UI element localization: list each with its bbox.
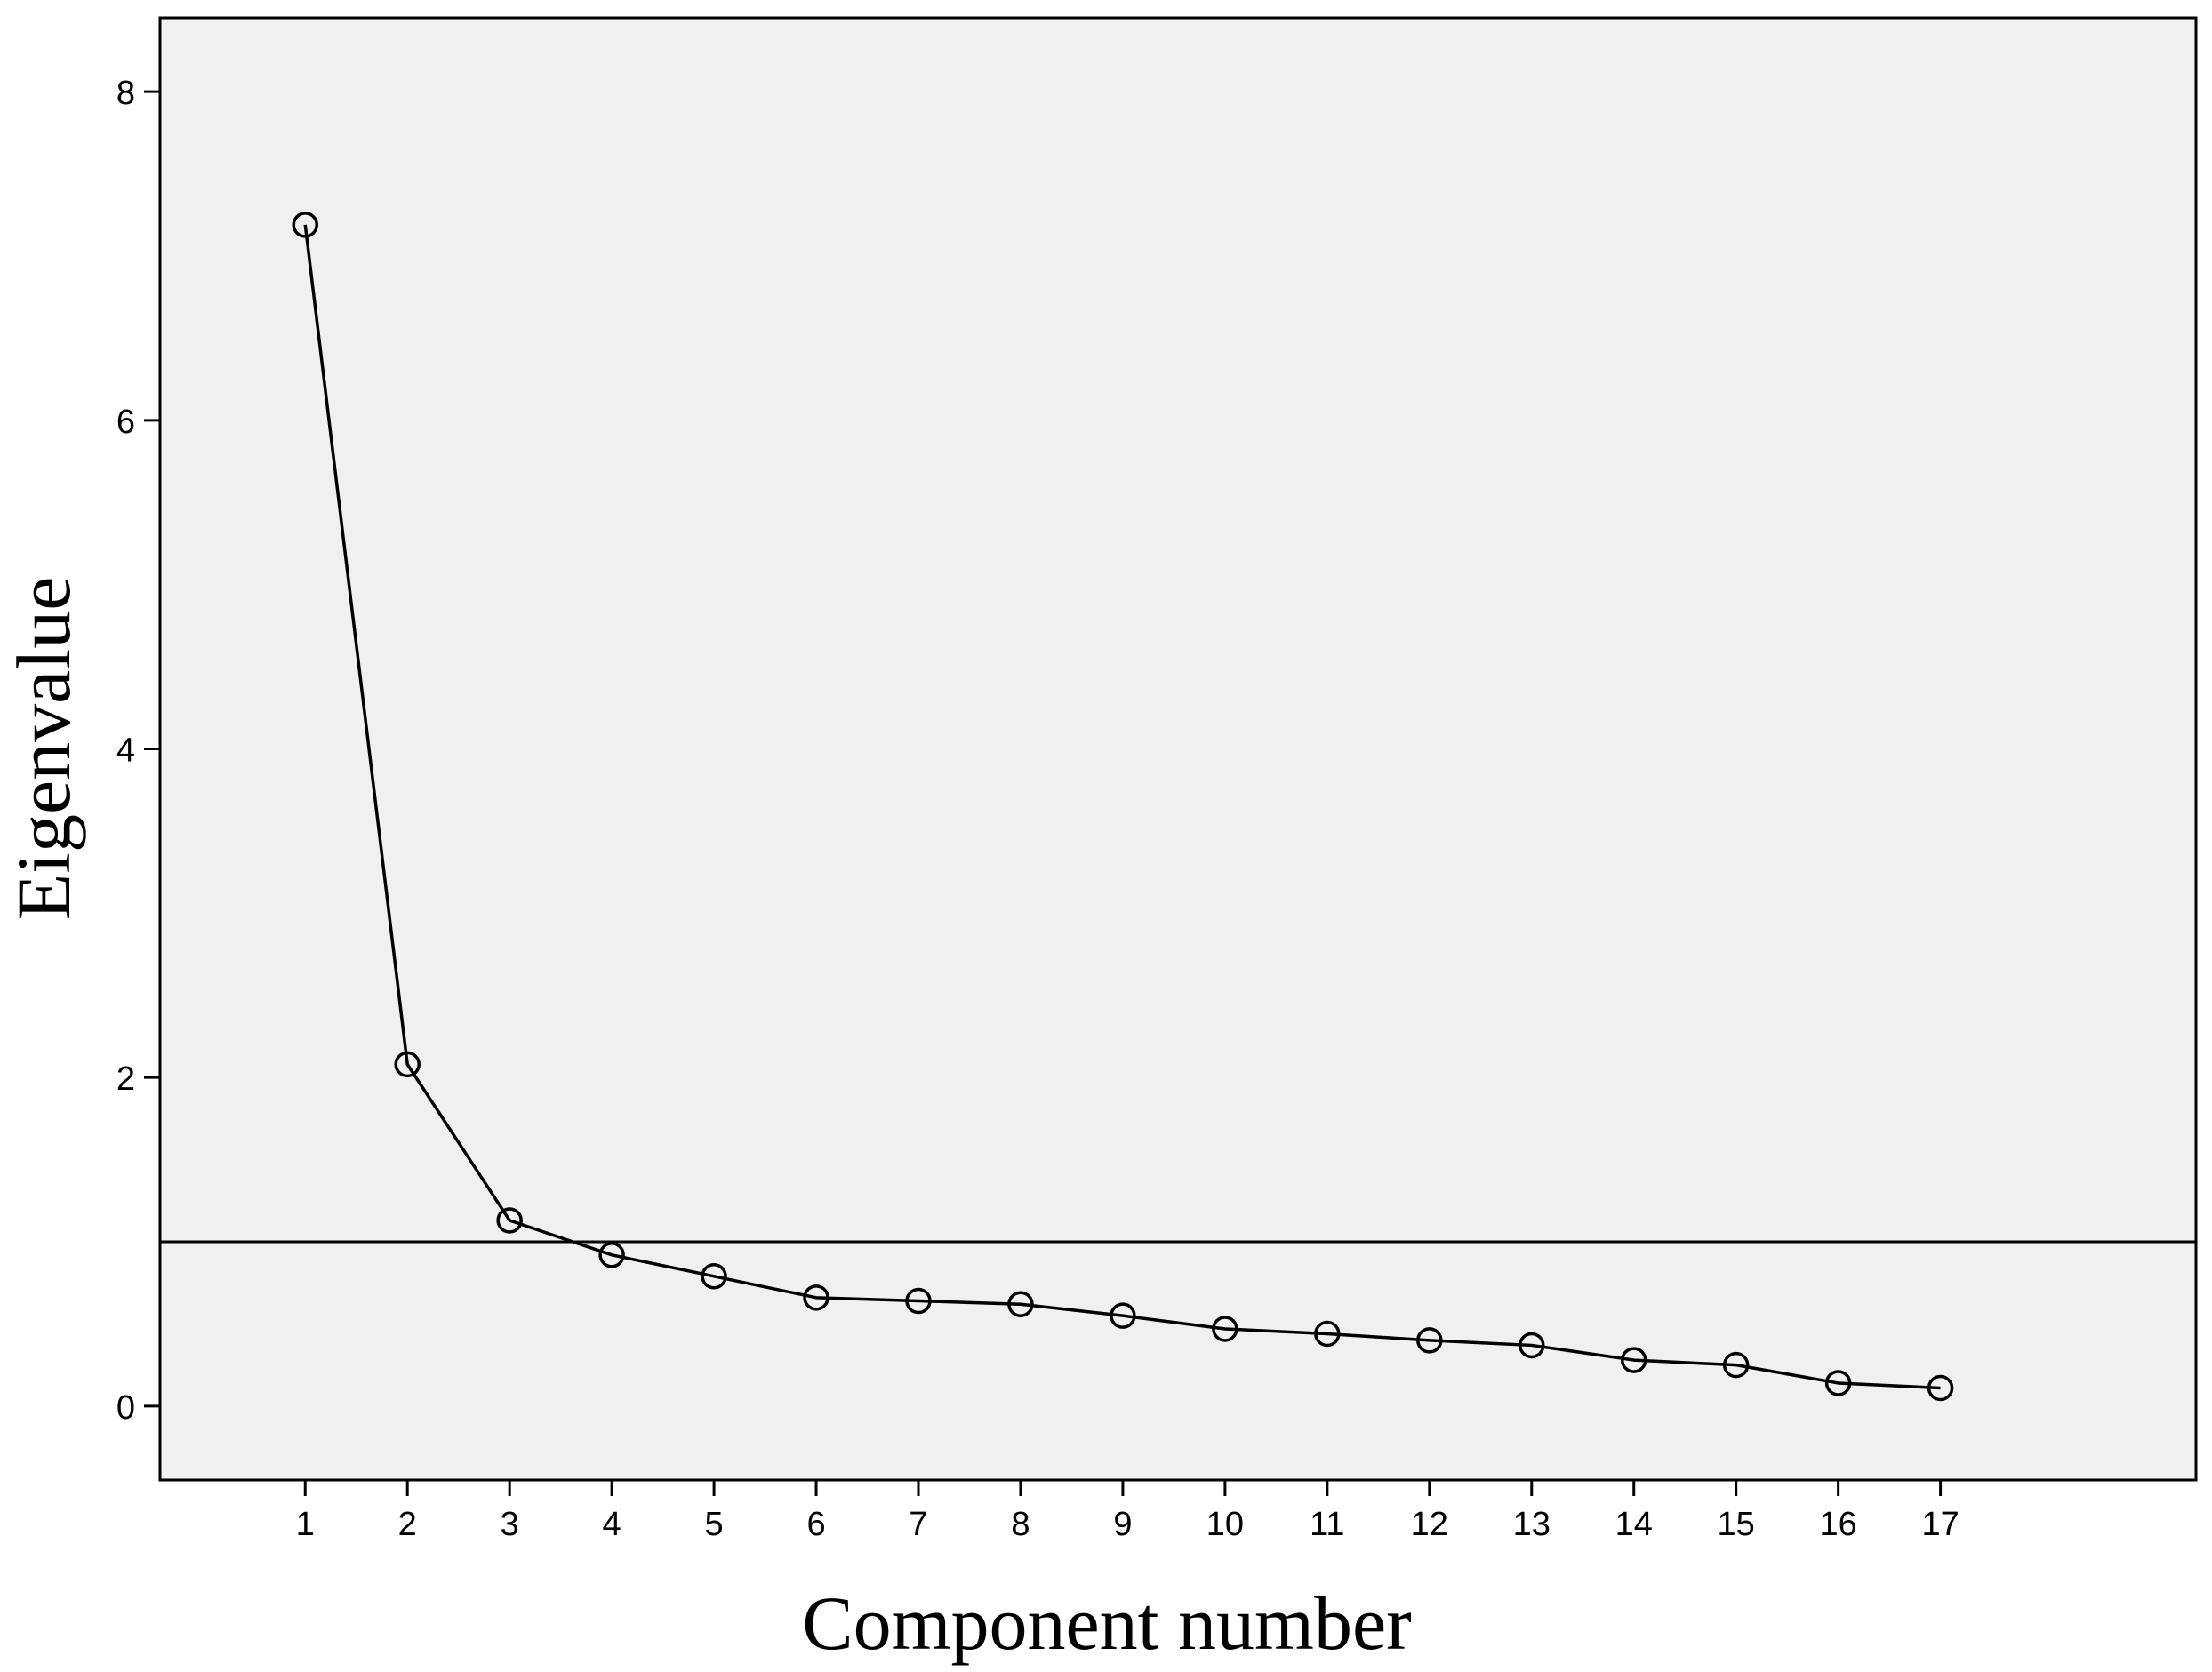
data-point: [1824, 1370, 1852, 1396]
x-tick-label: 2: [398, 1506, 417, 1543]
x-tick-label: 6: [806, 1506, 825, 1543]
x-tick-label: 11: [1310, 1506, 1344, 1543]
data-point: [1927, 1374, 1954, 1402]
data-point: [598, 1242, 625, 1268]
x-tick-label: 1: [296, 1506, 315, 1543]
x-tick-label: 15: [1718, 1506, 1755, 1543]
series-layer: [292, 212, 1954, 1402]
x-tick-label: 10: [1206, 1506, 1244, 1543]
x-tick-label: 14: [1615, 1506, 1653, 1543]
data-point: [1314, 1320, 1341, 1348]
data-point: [292, 212, 318, 238]
data-point: [701, 1263, 727, 1290]
data-point: [1620, 1347, 1647, 1373]
x-tick-label: 5: [705, 1506, 724, 1543]
series-line: [303, 224, 1941, 1390]
data-point: [1722, 1351, 1750, 1379]
x-tick-label: 13: [1513, 1506, 1551, 1543]
data-point: [1007, 1291, 1034, 1317]
x-tick-label: 4: [603, 1506, 621, 1543]
y-axis: 0 2 4 6 8: [116, 75, 160, 1427]
x-axis-title: Component number: [802, 1580, 1412, 1666]
y-tick-label: 8: [116, 75, 135, 112]
data-point: [496, 1207, 523, 1234]
x-tick-label: 7: [909, 1506, 927, 1543]
x-tick-label: 16: [1820, 1506, 1857, 1543]
x-tick-label: 9: [1113, 1506, 1132, 1543]
data-point: [394, 1051, 421, 1078]
x-axis: 1 2 3 4 5 6 7 8 9 10 11 12 13 14 15 16 17: [296, 1480, 1960, 1543]
x-tick-label: 17: [1921, 1506, 1959, 1543]
y-tick-label: 0: [116, 1389, 135, 1427]
y-axis-title: Eigenvalue: [1, 577, 86, 921]
data-point: [803, 1284, 830, 1311]
x-tick-label: 8: [1011, 1506, 1030, 1543]
y-tick-label: 6: [116, 404, 135, 441]
plot-area: [158, 16, 2198, 1482]
data-point: [1212, 1316, 1238, 1342]
data-point: [1416, 1327, 1443, 1354]
x-tick-label: 12: [1411, 1506, 1448, 1543]
data-point: [1519, 1332, 1545, 1359]
y-tick-label: 4: [116, 732, 135, 770]
data-point: [905, 1287, 932, 1315]
data-point: [1110, 1302, 1136, 1329]
x-tick-label: 3: [501, 1506, 519, 1543]
y-tick-label: 2: [116, 1060, 135, 1098]
